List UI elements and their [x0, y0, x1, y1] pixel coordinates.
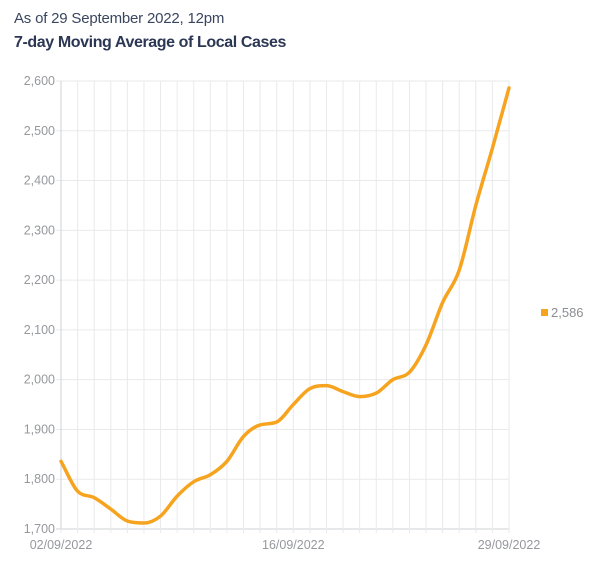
x-axis-label: 02/09/2022	[30, 538, 93, 552]
chart-header: As of 29 September 2022, 12pm 7-day Movi…	[14, 10, 286, 52]
y-axis-label: 2,300	[24, 223, 55, 237]
y-axis-label: 1,800	[24, 472, 55, 486]
x-axis-label: 16/09/2022	[262, 538, 325, 552]
y-axis-label: 2,500	[24, 124, 55, 138]
y-axis-label: 2,200	[24, 273, 55, 287]
legend-swatch[interactable]	[541, 309, 548, 316]
y-axis-label: 2,100	[24, 323, 55, 337]
y-axis-label: 2,600	[24, 74, 55, 88]
y-axis-label: 1,700	[24, 522, 55, 536]
y-axis-label: 1,900	[24, 422, 55, 436]
x-axis-label: 29/09/2022	[478, 538, 541, 552]
legend-label[interactable]: 2,586	[551, 305, 584, 320]
as-of-date: As of 29 September 2022, 12pm	[14, 10, 225, 27]
y-axis-label: 2,000	[24, 373, 55, 387]
cases-series-line[interactable]	[59, 86, 511, 525]
chart-title: 7-day Moving Average of Local Cases	[14, 34, 287, 51]
y-axis-label: 2,400	[24, 174, 55, 188]
